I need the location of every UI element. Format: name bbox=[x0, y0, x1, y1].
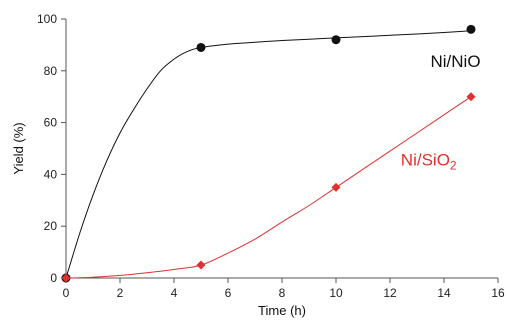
x-tick-label: 12 bbox=[383, 286, 397, 300]
y-tick-label: 0 bbox=[50, 271, 57, 285]
data-point-series-0 bbox=[466, 24, 476, 34]
plot-area: 0 2 4 6 8 10 12 14 16 0 20 40 60 80 100 bbox=[37, 12, 505, 300]
series-label-ni-sio2: Ni/SiO2 bbox=[401, 150, 457, 172]
x-tick-label: 14 bbox=[437, 286, 451, 300]
y-axis-title: Yield (%) bbox=[11, 122, 26, 174]
y-tick-label: 60 bbox=[44, 116, 58, 130]
x-tick-label: 2 bbox=[117, 286, 124, 300]
y-tick-label: 40 bbox=[44, 167, 58, 181]
x-tick-label: 6 bbox=[225, 286, 232, 300]
y-ticks: 0 20 40 60 80 100 bbox=[37, 12, 66, 285]
series-label-ni-nio: Ni/NiO bbox=[431, 52, 481, 71]
data-point-series-0 bbox=[331, 35, 341, 45]
fit-curve-series-1 bbox=[65, 96, 472, 279]
y-tick-label: 100 bbox=[37, 12, 57, 26]
data-point-series-1 bbox=[61, 273, 71, 283]
x-tick-label: 10 bbox=[329, 286, 343, 300]
x-tick-label: 4 bbox=[171, 286, 178, 300]
data-point-series-1 bbox=[196, 260, 206, 270]
x-tick-label: 8 bbox=[279, 286, 286, 300]
data-point-series-1 bbox=[466, 92, 476, 102]
x-tick-label: 0 bbox=[63, 286, 70, 300]
x-ticks: 0 2 4 6 8 10 12 14 16 bbox=[63, 278, 505, 300]
y-tick-label: 20 bbox=[44, 219, 58, 233]
data-point-series-1 bbox=[331, 182, 341, 192]
data-markers bbox=[61, 24, 476, 283]
x-axis-title: Time (h) bbox=[258, 303, 306, 318]
x-tick-label: 16 bbox=[491, 286, 505, 300]
data-point-series-0 bbox=[196, 42, 206, 52]
y-tick-label: 80 bbox=[44, 64, 58, 78]
